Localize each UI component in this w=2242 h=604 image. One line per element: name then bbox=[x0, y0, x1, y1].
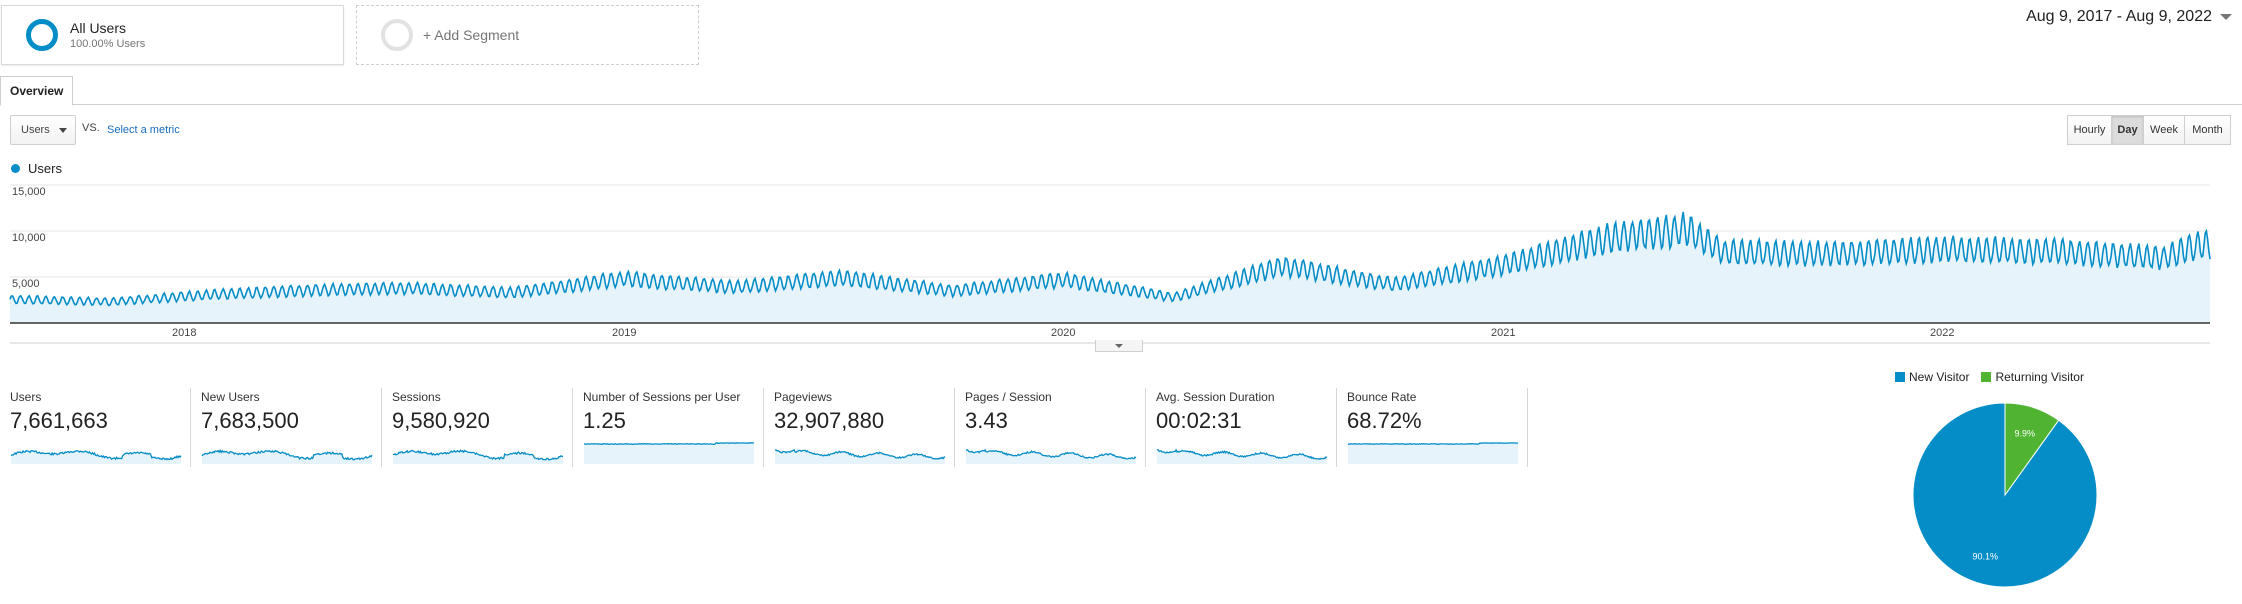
scorecard-label: Users bbox=[10, 390, 42, 404]
legend-dot-icon bbox=[11, 164, 20, 173]
visitor-type-pie-chart[interactable]: 90.1% 9.9% bbox=[1910, 400, 2100, 590]
scorecard-label: New Users bbox=[201, 390, 260, 404]
pie-label: 9.9% bbox=[2014, 429, 2035, 439]
pie-label: 90.1% bbox=[1973, 551, 1999, 561]
chevron-down-icon bbox=[2220, 14, 2232, 20]
date-range-picker[interactable]: Aug 9, 2017 - Aug 9, 2022 bbox=[2026, 8, 2232, 26]
sparkline bbox=[1156, 448, 1328, 464]
hourly-button[interactable]: Hourly bbox=[2067, 115, 2112, 145]
scorecard-label: Avg. Session Duration bbox=[1156, 390, 1275, 404]
scorecard-sessions[interactable]: Sessions 9,580,920 bbox=[382, 388, 573, 467]
add-segment-ring-icon bbox=[381, 19, 413, 51]
vs-label: VS. bbox=[82, 122, 100, 134]
segment-name: All Users bbox=[70, 20, 127, 36]
sparkline-line bbox=[201, 449, 373, 461]
scorecard-new-users[interactable]: New Users 7,683,500 bbox=[191, 388, 382, 467]
sparkline-line bbox=[583, 441, 754, 445]
scorecard-value: 7,661,663 bbox=[10, 408, 108, 433]
scorecard-label: Pageviews bbox=[774, 390, 833, 404]
scorecard-value: 7,683,500 bbox=[201, 408, 299, 433]
date-range-text: Aug 9, 2017 - Aug 9, 2022 bbox=[2026, 8, 2212, 25]
x-tick-label: 2022 bbox=[1930, 327, 1954, 339]
scorecard-pages-per-session[interactable]: Pages / Session 3.43 bbox=[955, 388, 1146, 467]
granularity-buttons: Hourly Day Week Month bbox=[2067, 115, 2231, 145]
area-fill bbox=[10, 211, 2210, 323]
y-tick-label: 5,000 bbox=[12, 278, 40, 290]
add-segment-label: + Add Segment bbox=[423, 27, 520, 43]
legend-label: New Visitor bbox=[1909, 370, 1970, 384]
chart-collapse-toggle[interactable] bbox=[1095, 340, 1143, 352]
scorecards: Users 7,661,663 New Users 7,683,500 Sess… bbox=[0, 388, 1528, 467]
users-line-chart[interactable]: 15,000 10,000 5,000 2018 2019 2020 2021 … bbox=[0, 175, 2242, 345]
pie-slice-returning-visitor[interactable] bbox=[2004, 402, 2060, 497]
sparkline-fill bbox=[202, 450, 372, 464]
scorecard-label: Sessions bbox=[392, 390, 441, 404]
legend-item-new-visitor[interactable]: New Visitor bbox=[1895, 370, 1969, 384]
sparkline-line bbox=[774, 449, 946, 460]
sparkline-fill bbox=[775, 449, 945, 464]
tab-bar: Overview bbox=[0, 76, 2242, 106]
month-button[interactable]: Month bbox=[2184, 115, 2231, 145]
legend-swatch-icon bbox=[1981, 372, 1992, 382]
sparkline bbox=[392, 449, 563, 464]
scorecard-value: 00:02:31 bbox=[1156, 408, 1242, 433]
pie-legend: New Visitor Returning Visitor bbox=[1895, 370, 2096, 384]
segment-all-users[interactable]: All Users 100.00% Users bbox=[1, 5, 344, 65]
scorecard-value: 9,580,920 bbox=[392, 408, 490, 433]
scorecard-value: 3.43 bbox=[965, 408, 1008, 433]
sparkline bbox=[774, 449, 946, 464]
chevron-down-icon bbox=[59, 128, 67, 133]
pie-slice-new-visitor[interactable] bbox=[1912, 402, 2098, 588]
sparkline-fill bbox=[393, 450, 563, 464]
x-tick-label: 2019 bbox=[612, 327, 636, 339]
scorecard-value: 68.72% bbox=[1347, 408, 1422, 433]
legend-label: Returning Visitor bbox=[1995, 370, 2084, 384]
scorecard-avg-session-duration[interactable]: Avg. Session Duration 00:02:31 bbox=[1146, 388, 1337, 467]
y-tick-label: 15,000 bbox=[12, 186, 46, 198]
sparkline bbox=[201, 449, 373, 464]
scorecard-users[interactable]: Users 7,661,663 bbox=[0, 388, 191, 467]
sparkline bbox=[1347, 442, 1519, 464]
scorecard-label: Bounce Rate bbox=[1347, 390, 1417, 404]
select-metric-link[interactable]: Select a metric bbox=[107, 124, 180, 136]
tab-overview[interactable]: Overview bbox=[0, 76, 74, 106]
chevron-down-icon bbox=[1115, 343, 1123, 348]
x-tick-label: 2021 bbox=[1491, 327, 1515, 339]
segment-ring-icon bbox=[26, 19, 58, 51]
scorecard-pageviews[interactable]: Pageviews 32,907,880 bbox=[764, 388, 955, 467]
legend-users-label: Users bbox=[28, 161, 62, 176]
chart-legend: Users bbox=[11, 161, 62, 176]
x-tick-label: 2018 bbox=[172, 327, 196, 339]
y-tick-label: 10,000 bbox=[12, 232, 46, 244]
scorecard-label: Number of Sessions per User bbox=[583, 390, 741, 404]
sparkline bbox=[583, 441, 754, 464]
sparkline-fill bbox=[1348, 442, 1518, 464]
sparkline-fill bbox=[966, 449, 1136, 464]
sparkline-line bbox=[10, 449, 182, 461]
add-segment-button[interactable]: + Add Segment bbox=[356, 5, 699, 65]
legend-item-returning-visitor[interactable]: Returning Visitor bbox=[1981, 370, 2084, 384]
x-tick-label: 2020 bbox=[1051, 327, 1075, 339]
metric-dropdown[interactable]: Users bbox=[10, 115, 76, 145]
sparkline bbox=[10, 449, 182, 464]
segment-percentage: 100.00% Users bbox=[70, 38, 146, 50]
scorecard-value: 1.25 bbox=[583, 408, 626, 433]
day-button[interactable]: Day bbox=[2111, 115, 2144, 145]
scorecard-value: 32,907,880 bbox=[774, 408, 885, 433]
sparkline bbox=[965, 448, 1137, 464]
sparkline-fill bbox=[11, 450, 181, 464]
sparkline-line bbox=[965, 448, 1137, 460]
scorecard-sessions-per-user[interactable]: Number of Sessions per User 1.25 bbox=[573, 388, 764, 467]
series-line-users bbox=[9, 211, 2211, 307]
sparkline-line bbox=[1347, 442, 1519, 446]
legend-swatch-icon bbox=[1895, 372, 1905, 382]
sparkline-fill bbox=[584, 442, 754, 464]
week-button[interactable]: Week bbox=[2143, 115, 2185, 145]
scorecard-bounce-rate[interactable]: Bounce Rate 68.72% bbox=[1337, 388, 1528, 467]
metric-dropdown-value: Users bbox=[21, 124, 50, 136]
scorecard-label: Pages / Session bbox=[965, 390, 1052, 404]
sparkline-line bbox=[1156, 448, 1328, 460]
sparkline-line bbox=[392, 449, 563, 461]
